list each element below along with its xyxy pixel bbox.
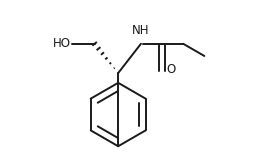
- Text: HO: HO: [53, 37, 71, 50]
- Text: NH: NH: [132, 24, 150, 37]
- Text: O: O: [166, 63, 175, 76]
